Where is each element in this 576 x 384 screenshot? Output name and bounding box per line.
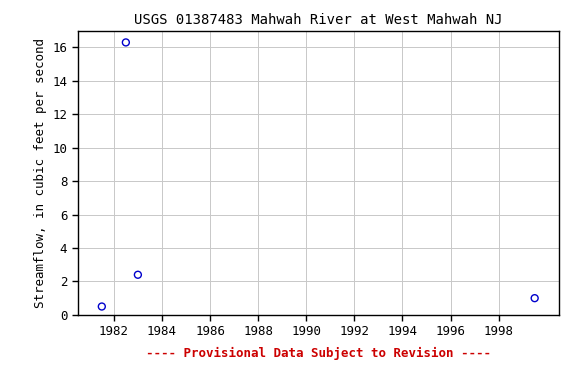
Title: USGS 01387483 Mahwah River at West Mahwah NJ: USGS 01387483 Mahwah River at West Mahwa… — [134, 13, 502, 27]
Y-axis label: Streamflow, in cubic feet per second: Streamflow, in cubic feet per second — [34, 38, 47, 308]
Point — [133, 272, 142, 278]
Point — [530, 295, 539, 301]
Point — [121, 39, 130, 45]
X-axis label: ---- Provisional Data Subject to Revision ----: ---- Provisional Data Subject to Revisio… — [146, 347, 491, 360]
Point — [97, 303, 107, 310]
